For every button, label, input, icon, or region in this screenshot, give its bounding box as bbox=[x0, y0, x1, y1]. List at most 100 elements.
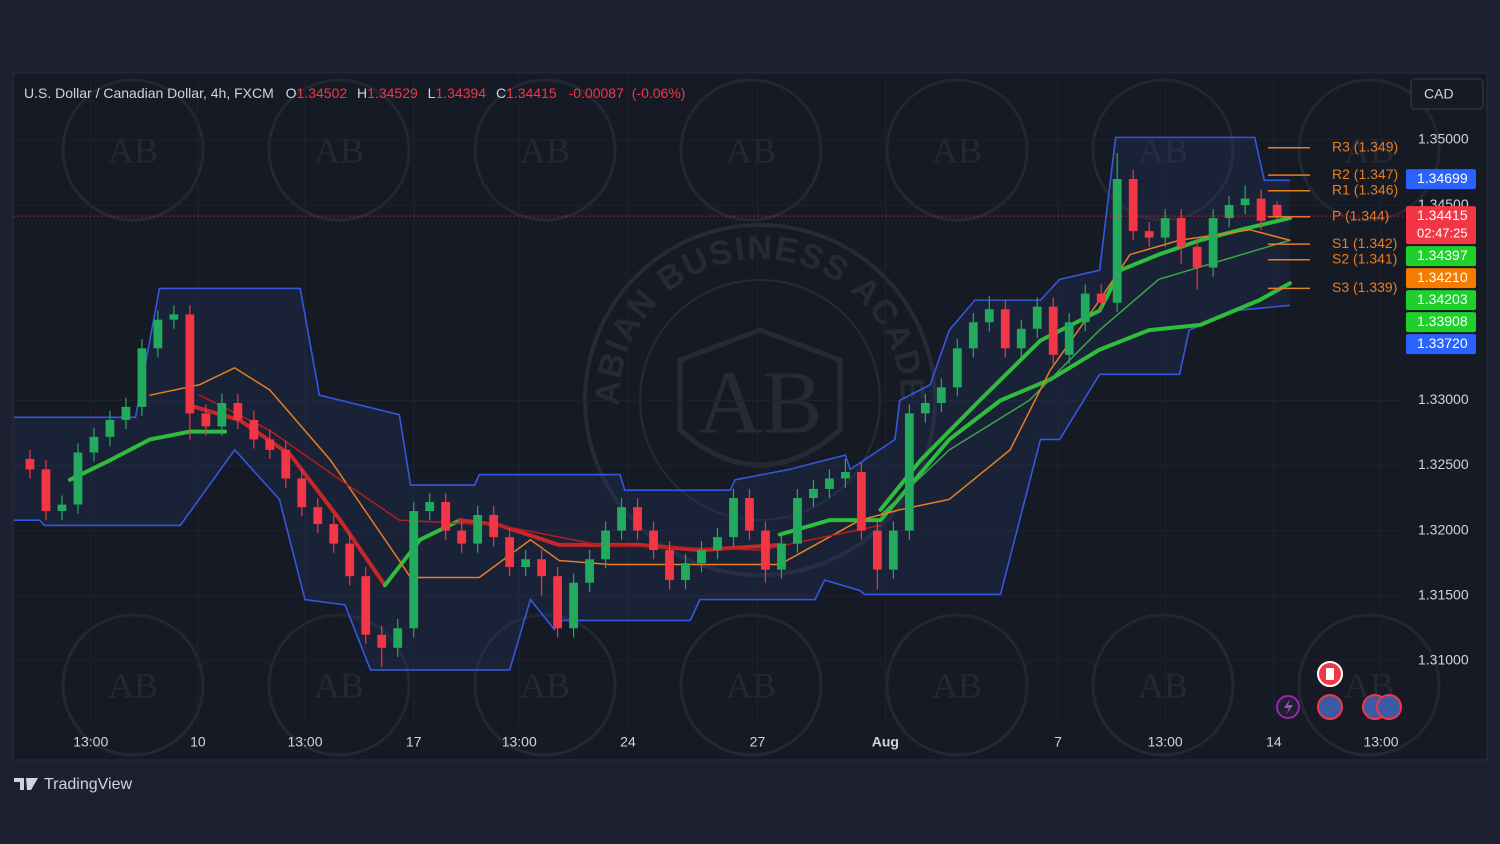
watermark-small: AB bbox=[1091, 613, 1235, 757]
watermark-initials: AB bbox=[697, 354, 822, 453]
watermark-initials: AB bbox=[932, 665, 982, 705]
x-tick-label: 13:00 bbox=[287, 734, 322, 750]
watermark-ring bbox=[885, 613, 1029, 757]
candle-body bbox=[761, 530, 770, 570]
x-tick-label: 10 bbox=[190, 734, 206, 750]
candle-body bbox=[952, 348, 962, 388]
ohlc-key: H bbox=[357, 85, 367, 101]
watermark-small: AB bbox=[473, 613, 617, 757]
candle-body bbox=[41, 469, 51, 512]
watermark-ring bbox=[61, 613, 205, 757]
candle-body bbox=[1144, 231, 1154, 238]
candle-body bbox=[537, 559, 547, 577]
watermark-initials: AB bbox=[108, 665, 158, 705]
watermark-ring bbox=[885, 78, 1029, 222]
watermark-ring bbox=[679, 613, 823, 757]
pivot-label: S2 (1.341) bbox=[1332, 250, 1397, 266]
candle-body bbox=[1080, 293, 1090, 323]
candle-body bbox=[1256, 198, 1266, 221]
candle-body bbox=[25, 458, 35, 470]
watermark-ring bbox=[473, 613, 617, 757]
candle-body bbox=[1224, 205, 1234, 219]
candle-body bbox=[281, 449, 291, 479]
flag-icon[interactable] bbox=[1317, 694, 1343, 720]
overlay-layer: 1.350001.345001.330001.325001.320001.315… bbox=[14, 131, 1476, 750]
candle-body bbox=[649, 530, 658, 551]
header: U.S. Dollar / Canadian Dollar, 4h, FXCM … bbox=[24, 85, 685, 101]
watermark-small: AB bbox=[267, 78, 411, 222]
candle-body bbox=[137, 348, 147, 407]
watermark-initials: AB bbox=[726, 665, 776, 705]
watermark-initials: AB bbox=[314, 130, 364, 170]
candle-body bbox=[457, 530, 467, 544]
flag-icon[interactable] bbox=[1376, 694, 1402, 720]
ohlc-value: 1.34502 bbox=[297, 85, 348, 101]
watermark-small: AB bbox=[679, 78, 823, 222]
watermark-initials: AB bbox=[520, 130, 570, 170]
candle-body bbox=[361, 576, 371, 635]
watermark-ring bbox=[61, 78, 205, 222]
candle-body bbox=[984, 309, 994, 323]
watermark-ring bbox=[679, 78, 823, 222]
candle-body bbox=[105, 419, 115, 437]
candle-body bbox=[185, 314, 195, 414]
pivot-label: S3 (1.339) bbox=[1332, 279, 1397, 295]
pivot-label: R2 (1.347) bbox=[1332, 166, 1398, 182]
candle-body bbox=[809, 488, 818, 499]
ohlc-value: 1.34529 bbox=[367, 85, 418, 101]
candle-body bbox=[1032, 306, 1042, 329]
candle-body bbox=[841, 472, 850, 479]
y-tick-label: 1.32000 bbox=[1418, 521, 1469, 537]
price-tag-label: 1.34397 bbox=[1417, 247, 1468, 263]
candle-body bbox=[169, 314, 179, 320]
price-tag bbox=[1406, 169, 1476, 190]
candle-body bbox=[681, 563, 690, 581]
candle-body bbox=[57, 504, 67, 512]
candle-body bbox=[825, 478, 834, 489]
price-tag bbox=[1406, 334, 1476, 355]
candle-body bbox=[777, 543, 786, 570]
watermark-small: AB bbox=[1297, 78, 1441, 222]
candle-body bbox=[617, 507, 626, 531]
watermark-small: AB bbox=[61, 78, 205, 222]
candle-body bbox=[713, 537, 722, 551]
candle-body bbox=[297, 478, 307, 508]
pivot-label: R1 (1.346) bbox=[1332, 181, 1398, 197]
x-tick-label: 17 bbox=[406, 734, 422, 750]
y-tick-label: 1.35000 bbox=[1418, 131, 1469, 147]
candle-body bbox=[345, 543, 355, 577]
candle-body bbox=[920, 402, 930, 414]
candle-body bbox=[89, 436, 99, 453]
candle-body bbox=[233, 402, 243, 420]
candle-body bbox=[1048, 306, 1058, 355]
currency-button[interactable] bbox=[1410, 78, 1484, 110]
candle-body bbox=[393, 628, 403, 648]
candle-body bbox=[1064, 322, 1074, 355]
candle-body bbox=[665, 550, 674, 581]
x-tick-label: Aug bbox=[872, 734, 899, 750]
price-tag bbox=[1406, 206, 1476, 245]
candle-body bbox=[888, 530, 898, 570]
moving-average bbox=[878, 216, 1292, 512]
candle-body bbox=[153, 319, 163, 349]
candle-body bbox=[793, 498, 802, 544]
candle-body bbox=[1192, 246, 1202, 268]
watermark-initials: AB bbox=[1138, 665, 1188, 705]
candle-body bbox=[201, 413, 211, 427]
x-tick-label: 13:00 bbox=[73, 734, 108, 750]
moving-average bbox=[879, 239, 1291, 516]
candle-body bbox=[1208, 218, 1218, 268]
plot-area bbox=[14, 75, 1405, 725]
candle-body bbox=[473, 514, 483, 544]
candle-body bbox=[569, 582, 578, 629]
moving-average bbox=[149, 229, 1291, 579]
candle-body bbox=[968, 322, 978, 349]
brand: TradingView bbox=[14, 776, 132, 793]
watermark-small: AB bbox=[473, 78, 617, 222]
candle-body bbox=[489, 514, 499, 538]
candle-body bbox=[745, 498, 754, 531]
brand-logo bbox=[14, 778, 38, 790]
change-value: -0.00087 bbox=[569, 85, 624, 101]
watermark-small: AB bbox=[61, 613, 205, 757]
price-tag bbox=[1406, 246, 1476, 267]
